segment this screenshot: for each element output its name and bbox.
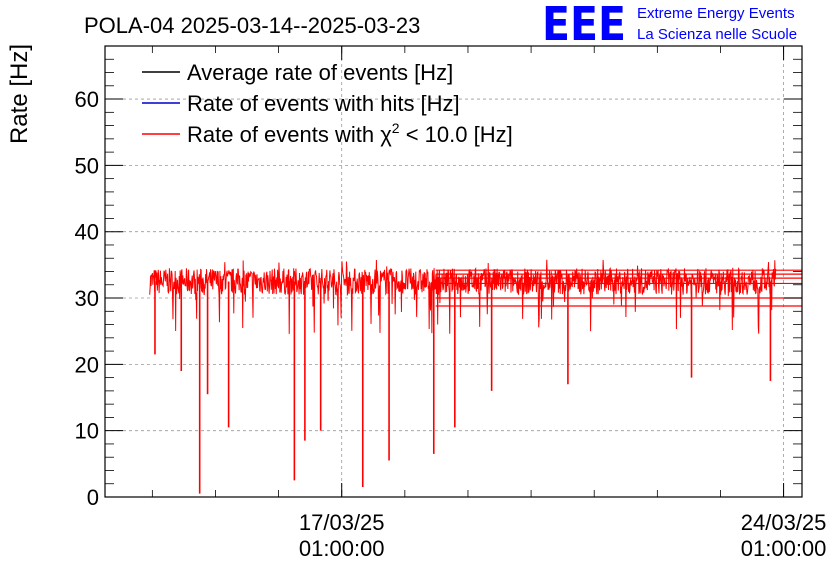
legend-entry: Rate of events with hits [Hz] bbox=[187, 91, 460, 116]
y-tick-label: 60 bbox=[75, 87, 99, 112]
y-axis-label: Rate [Hz] bbox=[6, 44, 33, 144]
legend: Average rate of events [Hz] Rate of event… bbox=[142, 60, 513, 147]
axis-ticks bbox=[105, 45, 802, 498]
chart-title: POLA-04 2025-03-14--2025-03-23 bbox=[84, 13, 420, 38]
y-tick-label: 20 bbox=[75, 352, 99, 377]
x-tick-label-date: 17/03/25 bbox=[299, 510, 385, 535]
y-tick-label: 50 bbox=[75, 153, 99, 178]
series-lines bbox=[149, 259, 802, 494]
y-tick-label: 0 bbox=[87, 485, 99, 510]
y-tick-label: 30 bbox=[75, 286, 99, 311]
x-tick-label-time: 01:00:00 bbox=[299, 536, 385, 561]
legend-entry: Average rate of events [Hz] bbox=[187, 60, 453, 85]
logo-line-1: Extreme Energy Events bbox=[637, 5, 795, 22]
series-line-chi2 bbox=[149, 259, 777, 334]
legend-entry: Rate of events with χ2 < 10.0 [Hz] bbox=[187, 120, 513, 147]
y-tick-labels: 0 10 20 30 40 50 60 bbox=[75, 87, 99, 510]
x-tick-label-time: 01:00:00 bbox=[741, 536, 827, 561]
logo-line-2: La Scienza nelle Scuole bbox=[637, 26, 797, 43]
y-tick-label: 10 bbox=[75, 419, 99, 444]
y-tick-label: 40 bbox=[75, 220, 99, 245]
x-tick-label-date: 24/03/25 bbox=[741, 510, 827, 535]
eee-logo: EEE bbox=[542, 0, 626, 51]
